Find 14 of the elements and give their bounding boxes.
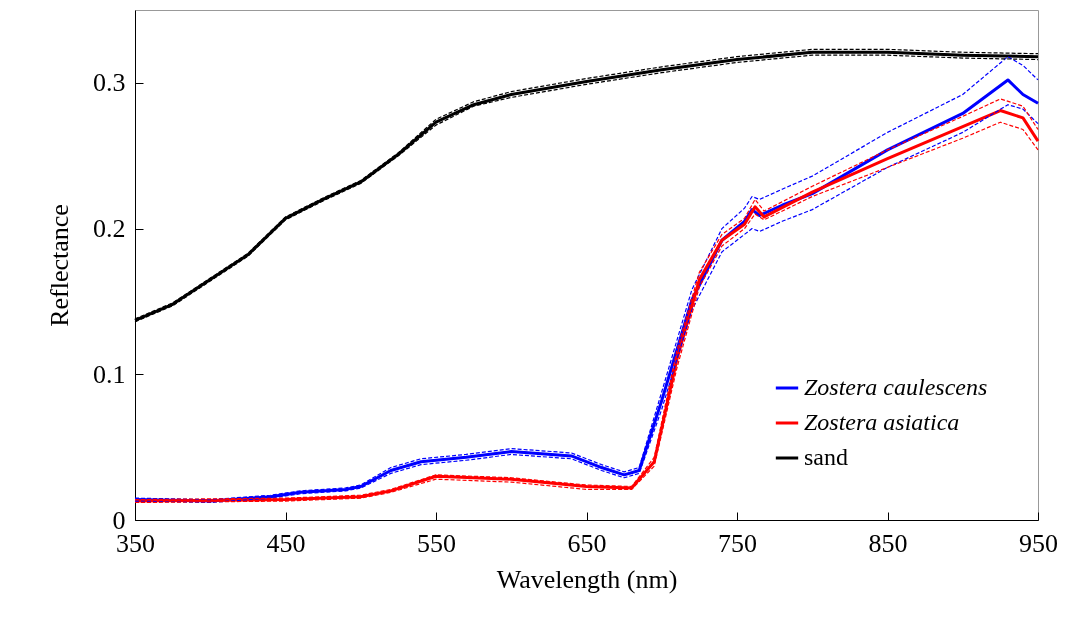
x-axis-title: Wavelength (nm) <box>496 564 678 594</box>
x-tick-label: 550 <box>417 528 456 558</box>
y-tick-label: 0.1 <box>93 359 126 389</box>
legend-label: Zostera caulescens <box>804 374 988 400</box>
y-tick-label: 0.2 <box>93 214 126 244</box>
legend-label: Zostera asiatica <box>804 409 960 435</box>
x-tick-label: 650 <box>567 528 607 558</box>
x-tick-label: 450 <box>266 528 306 558</box>
y-tick-label: 0.3 <box>93 68 126 98</box>
x-tick-label: 950 <box>1019 528 1058 558</box>
x-tick-label: 750 <box>718 528 757 558</box>
legend-label: sand <box>804 444 848 470</box>
x-tick-label: 850 <box>868 528 908 558</box>
y-axis-title: Reflectance <box>45 204 74 327</box>
